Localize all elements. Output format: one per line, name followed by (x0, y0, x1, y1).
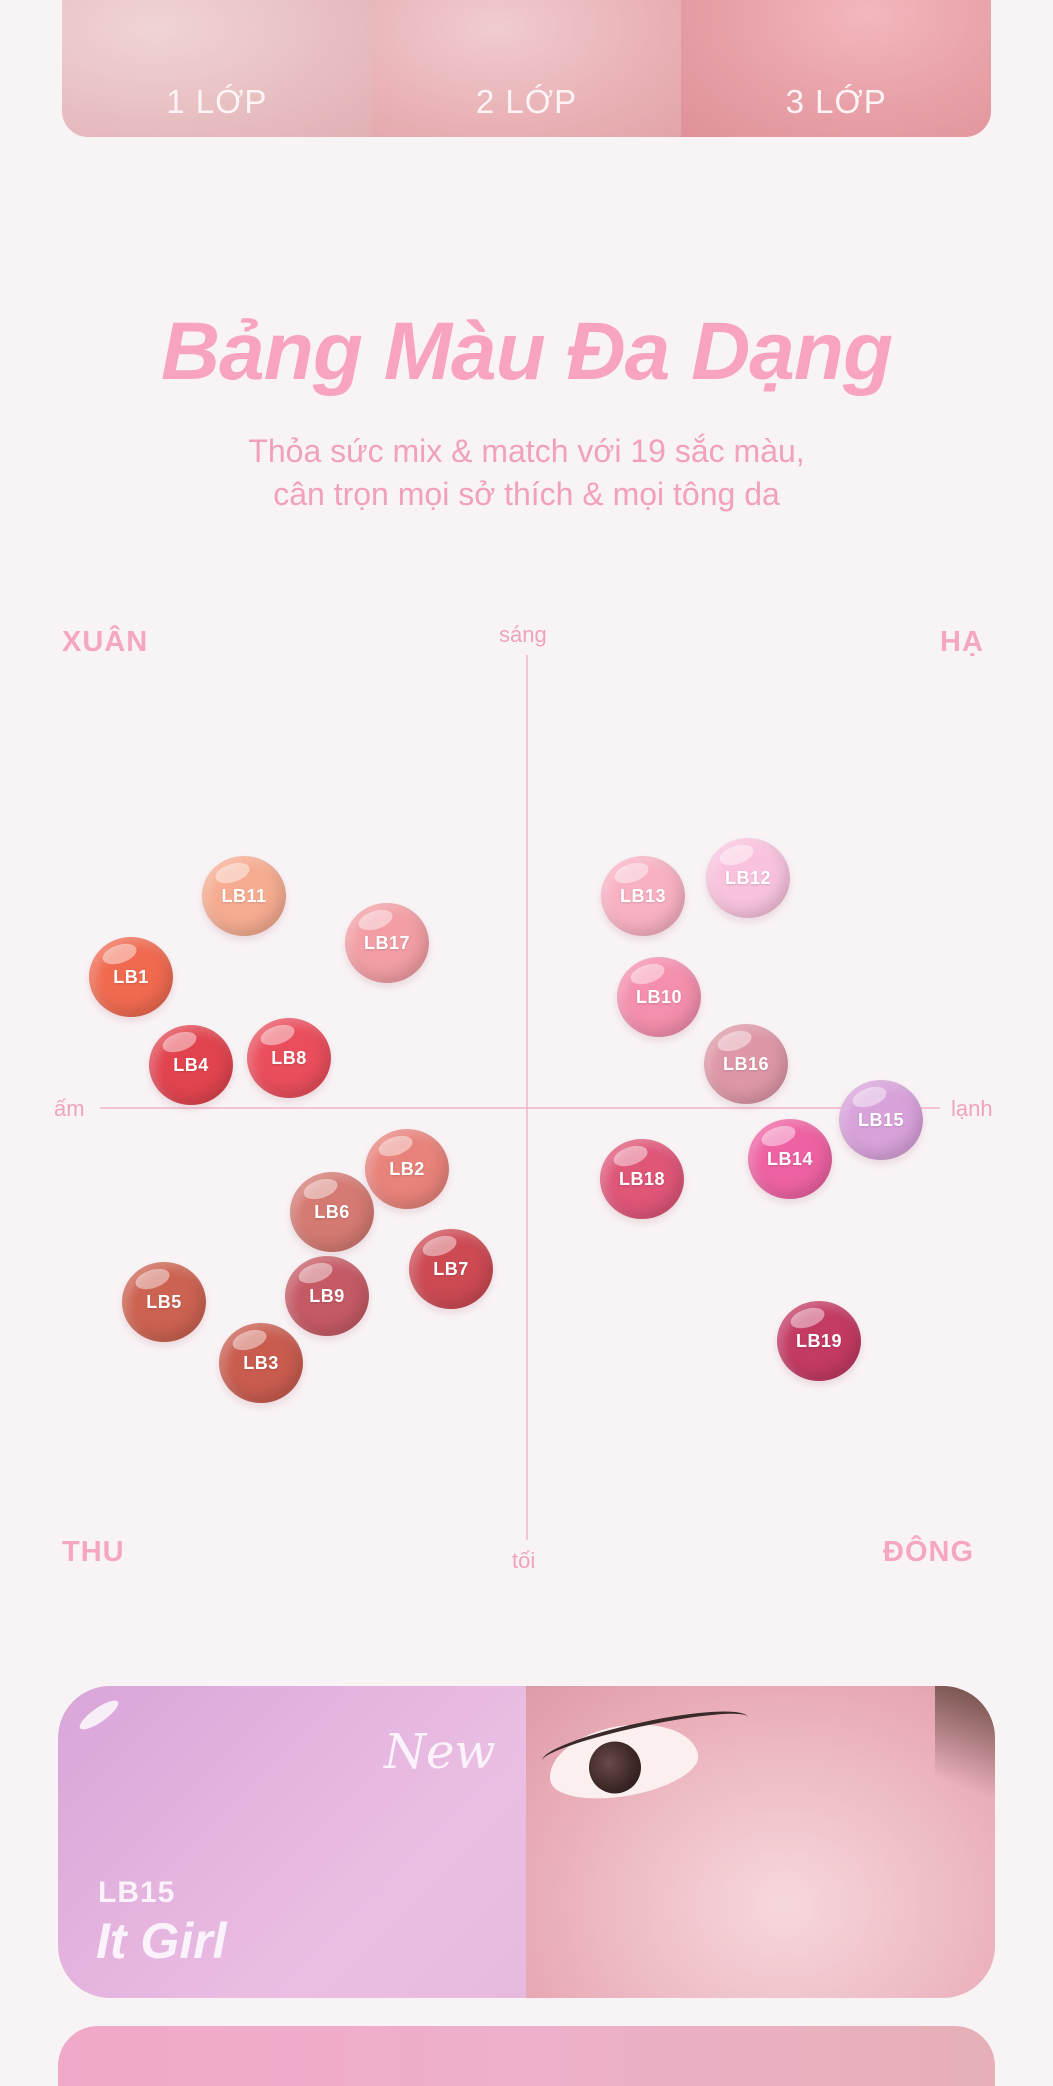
shade-code: LB6 (314, 1201, 350, 1222)
axis-right-label: lạnh (951, 1096, 993, 1121)
shade-code: LB16 (722, 1053, 769, 1074)
shade-swatch-lb11[interactable]: LB11 (202, 856, 286, 936)
shade-code: LB3 (243, 1352, 279, 1373)
shade-swatch-lb10[interactable]: LB10 (617, 957, 701, 1037)
section-title: Bảng Màu Đa Dạng (160, 306, 893, 397)
shade-code: LB12 (724, 867, 771, 888)
shade-code: LB13 (619, 885, 666, 906)
layer-comparison-strip: 1 LỚP 2 LỚP 3 LỚP (62, 0, 991, 137)
new-badge: New (384, 1724, 496, 1780)
shade-swatch-lb16[interactable]: LB16 (704, 1024, 788, 1104)
shade-code: LB5 (146, 1291, 182, 1312)
shade-swatch-lb9[interactable]: LB9 (285, 1256, 369, 1336)
shade-swatch-lb1[interactable]: LB1 (89, 937, 173, 1017)
shade-swatch-lb12[interactable]: LB12 (706, 838, 790, 918)
featured-shade-card[interactable]: New LB15 It Girl (58, 1686, 995, 1998)
shade-swatch-lb17[interactable]: LB17 (345, 903, 429, 983)
layer-swatch-3: 3 LỚP (681, 0, 991, 137)
layer-swatch-1: 1 LỚP (62, 0, 372, 137)
shade-swatch-lb15[interactable]: LB15 (839, 1080, 923, 1160)
shade-code: LB7 (433, 1258, 469, 1279)
shade-code: LB1 (113, 966, 149, 987)
shade-swatch-lb14[interactable]: LB14 (748, 1119, 832, 1199)
season-winter-label: ĐÔNG (883, 1536, 974, 1568)
season-spring-label: XUÂN (62, 626, 149, 658)
season-summer-label: HẠ (940, 626, 984, 658)
featured-swatch-panel: New LB15 It Girl (58, 1686, 526, 1998)
shade-swatch-lb5[interactable]: LB5 (122, 1262, 206, 1342)
shade-swatch-lb19[interactable]: LB19 (777, 1301, 861, 1381)
axis-left-label: ấm (54, 1096, 85, 1121)
subtitle-line-1: Thỏa sức mix & match với 19 sắc màu, (248, 433, 805, 469)
shade-swatch-lb18[interactable]: LB18 (600, 1139, 684, 1219)
shade-code: LB14 (766, 1148, 813, 1169)
shade-swatch-lb13[interactable]: LB13 (601, 856, 685, 936)
shade-swatch-lb7[interactable]: LB7 (409, 1229, 493, 1309)
season-autumn-label: THU (62, 1536, 125, 1568)
shade-code: LB17 (363, 932, 410, 953)
model-photo (526, 1686, 995, 1998)
layer-swatch-2: 2 LỚP (371, 0, 682, 137)
shade-code: LB2 (389, 1158, 425, 1179)
subtitle-line-2: cân trọn mọi sở thích & mọi tông da (273, 476, 780, 512)
shade-code: LB19 (795, 1330, 842, 1351)
layer-label: 3 LỚP (785, 83, 887, 120)
next-featured-card[interactable] (58, 2026, 995, 2086)
layer-label: 2 LỚP (475, 83, 578, 120)
shade-code: LB11 (221, 885, 267, 906)
shade-swatch-lb2[interactable]: LB2 (365, 1129, 449, 1209)
color-axes (100, 655, 940, 1540)
shade-code: LB9 (309, 1285, 345, 1306)
featured-shade-name: It Girl (96, 1913, 227, 1969)
gloss-highlight (76, 1696, 122, 1734)
shade-swatch-lb8[interactable]: LB8 (247, 1018, 331, 1098)
shade-swatch-lb6[interactable]: LB6 (290, 1172, 374, 1252)
hair-shape (935, 1686, 995, 1806)
shade-swatch-lb4[interactable]: LB4 (149, 1025, 233, 1105)
axis-bottom-label: tối (512, 1548, 536, 1573)
shade-code: LB8 (271, 1047, 307, 1068)
shade-code: LB15 (857, 1109, 904, 1130)
shade-code: LB18 (618, 1168, 665, 1189)
featured-shade-code: LB15 (98, 1876, 176, 1909)
shade-code: LB10 (635, 986, 682, 1007)
axis-top-label: sáng (499, 622, 547, 647)
shade-code: LB4 (173, 1054, 209, 1075)
shade-swatch-lb3[interactable]: LB3 (219, 1323, 303, 1403)
layer-label: 1 LỚP (166, 83, 268, 120)
